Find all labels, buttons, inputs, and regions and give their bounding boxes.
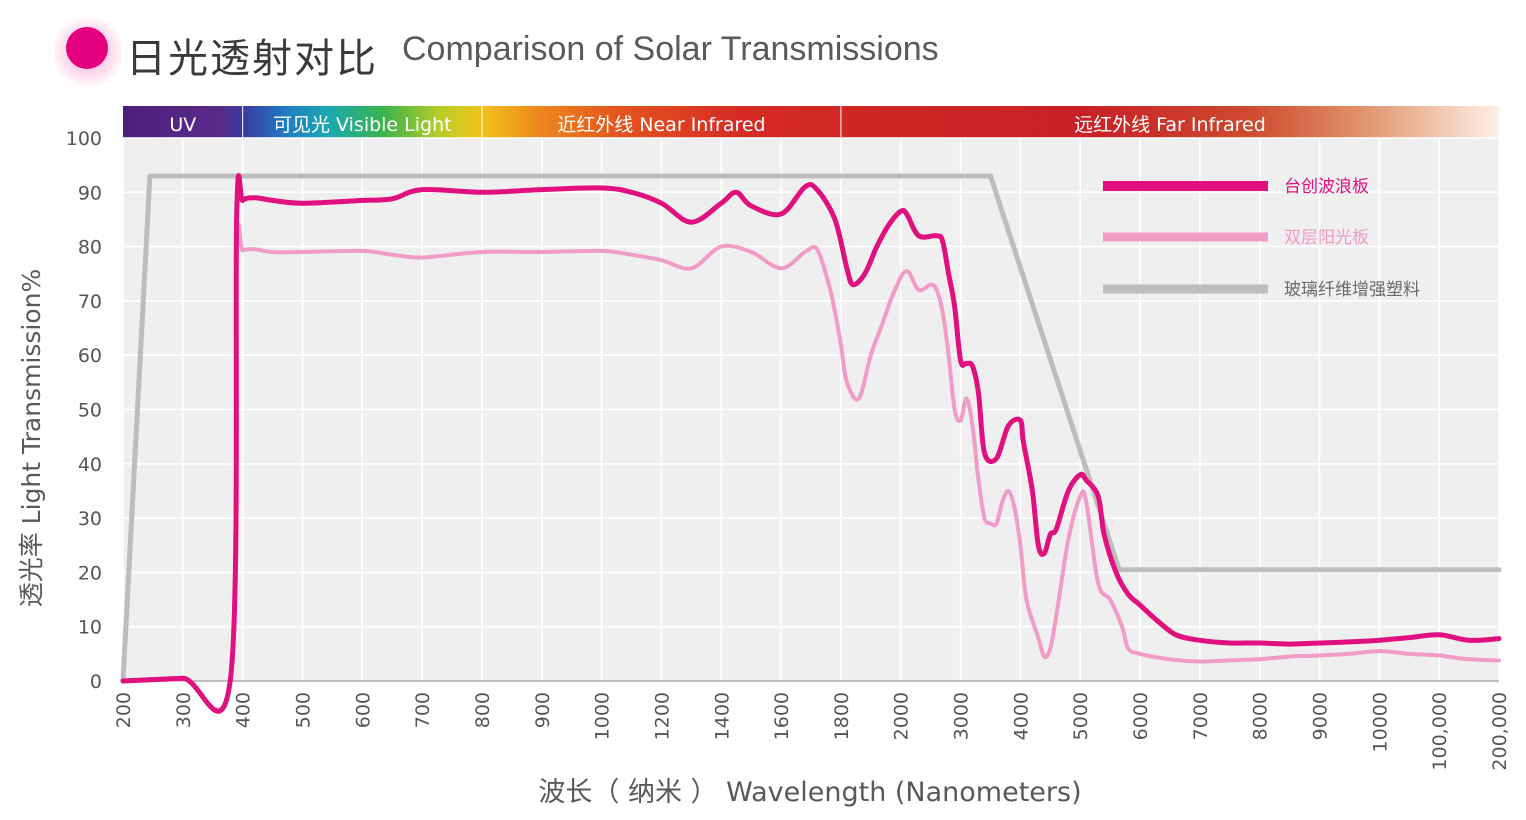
y-tick-label: 60 (78, 345, 102, 367)
spectrum-band-label: 近红外线 Near Infrared (557, 114, 765, 136)
y-tick-label: 20 (78, 562, 102, 584)
title-row: 日光透射对比 Comparison of Solar Transmissions (0, 0, 1526, 100)
x-tick-label: 900 (532, 692, 554, 728)
x-tick-label: 8000 (1250, 692, 1272, 740)
chart-title-en: Comparison of Solar Transmissions (402, 30, 939, 68)
x-tick-label: 6000 (1130, 692, 1152, 740)
x-tick-label: 1600 (771, 692, 793, 740)
spectrum-band-label: UV (169, 114, 196, 136)
x-axis-label: 波长（ 纳米 ） Wavelength (Nanometers) (538, 777, 1081, 808)
y-tick-label: 100 (66, 128, 102, 150)
x-tick-label: 4000 (1010, 692, 1032, 740)
x-tick-label: 1000 (592, 692, 614, 740)
x-tick-label: 3000 (951, 692, 973, 740)
y-tick-label: 10 (78, 617, 102, 639)
x-tick-label: 200,000 (1489, 692, 1511, 771)
legend-label: 玻璃纤维增强塑料 (1284, 280, 1420, 300)
series-line-2 (120, 173, 1502, 684)
y-tick-label: 40 (78, 454, 102, 476)
series-lines (120, 173, 1502, 714)
spectrum-bands: UV 可见光 Visible Light 近红外线 Near Infrared 远红外… (169, 106, 1266, 138)
legend-label: 台创波浪板 (1284, 177, 1369, 197)
y-tick-label: 0 (90, 671, 102, 693)
y-tick-label: 70 (78, 291, 102, 313)
x-tick-label: 2000 (891, 692, 913, 740)
chart-title-cn: 日光透射对比 (126, 36, 378, 82)
y-tick-label: 50 (78, 400, 102, 422)
series-line-1 (121, 222, 1501, 712)
x-tick-label: 10000 (1369, 692, 1391, 752)
title-dot-icon (66, 27, 108, 69)
legend-label: 双层阳光板 (1284, 228, 1369, 248)
x-tick-label: 700 (412, 692, 434, 728)
x-tick-label: 500 (292, 692, 314, 728)
y-axis-label: 透光率 Light Transmission% (17, 269, 46, 608)
x-tick-label: 1400 (711, 692, 733, 740)
y-axis-ticks: 0 10 20 30 40 50 60 70 80 90 100 (66, 128, 102, 693)
x-tick-label: 1200 (651, 692, 673, 740)
spectrum-band-label: 远红外线 Far Infrared (1074, 114, 1266, 136)
x-axis-ticks: 200 300 400 500 600 700 800 900 1000 1200 1400 1600… (113, 692, 1511, 771)
x-tick-label: 100,000 (1429, 692, 1451, 771)
x-tick-label: 9000 (1310, 692, 1332, 740)
y-tick-label: 30 (78, 508, 102, 530)
x-tick-label: 400 (233, 692, 255, 728)
y-tick-label: 90 (78, 182, 102, 204)
spectrum-band-bar (123, 106, 1499, 138)
x-tick-label: 600 (352, 692, 374, 728)
x-tick-label: 200 (113, 692, 135, 728)
x-tick-label: 1800 (831, 692, 853, 740)
x-tick-label: 5000 (1070, 692, 1092, 740)
x-tick-label: 7000 (1190, 692, 1212, 740)
x-tick-label: 300 (173, 692, 195, 728)
x-tick-label: 800 (472, 692, 494, 728)
series-line-0 (120, 173, 1502, 714)
spectrum-band-label: 可见光 Visible Light (273, 114, 452, 136)
y-tick-label: 80 (78, 237, 102, 259)
